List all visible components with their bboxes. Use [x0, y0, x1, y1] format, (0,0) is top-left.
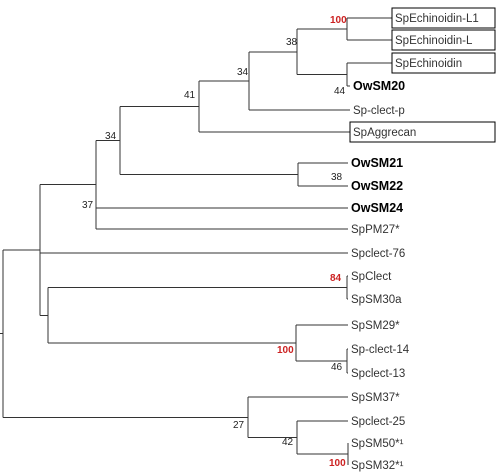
support-value: 37: [82, 200, 94, 211]
support-value: 27: [233, 420, 245, 431]
support-value: 34: [237, 67, 249, 78]
leaf-box: [349, 121, 496, 143]
leaf-label: OwSM20: [353, 79, 405, 93]
leaf-label: OwSM21: [351, 156, 403, 170]
leaf-label: OwSM24: [351, 201, 403, 215]
tree-branches: [0, 17, 392, 465]
support-value: 38: [331, 172, 343, 183]
support-value: 38: [286, 37, 298, 48]
support-value: 41: [184, 90, 196, 101]
support-value: 84: [330, 273, 342, 284]
leaf-label: Spclect-76: [351, 248, 405, 260]
leaf-label: SpSM30a: [351, 294, 402, 306]
leaf-label: OwSM22: [351, 179, 403, 193]
leaf-label: SpSM29*: [351, 320, 400, 332]
leaf-label: SpEchinoidin-L: [395, 35, 473, 47]
support-value: 44: [334, 86, 346, 97]
leaf-label: SpSM50*¹: [351, 438, 404, 450]
leaf-label: SpAggrecan: [353, 127, 416, 139]
support-values: 100 38 44 34 41 38 34 37 84 100 46 27 42 100: [82, 15, 347, 469]
leaf-label: Sp-clect-p: [353, 105, 405, 117]
leaf-label: SpEchinoidin-L1: [395, 13, 479, 25]
leaf-box: [391, 29, 496, 51]
leaf-label: Spclect-25: [351, 416, 405, 428]
leaf-label: Sp-clect-14: [351, 344, 410, 356]
support-value: 34: [105, 131, 117, 142]
leaf-label: SpEchinoidin: [395, 58, 462, 70]
support-value: 46: [331, 362, 343, 373]
leaf-label: SpSM37*: [351, 392, 400, 404]
support-value: 100: [330, 15, 347, 26]
leaf-label: SpSM32*¹: [351, 460, 404, 472]
leaf-box: [391, 7, 496, 29]
support-value: 42: [282, 437, 294, 448]
leaf-label: Spclect-13: [351, 368, 405, 380]
leaf-label: SpPM27*: [351, 224, 400, 236]
support-value: 100: [329, 458, 346, 469]
leaf-label: SpClect: [351, 271, 392, 283]
leaf-labels: SpEchinoidin-L1 SpEchinoidin-L SpEchinoidi…: [349, 7, 496, 472]
support-value: 100: [277, 345, 294, 356]
leaf-box: [391, 52, 496, 74]
